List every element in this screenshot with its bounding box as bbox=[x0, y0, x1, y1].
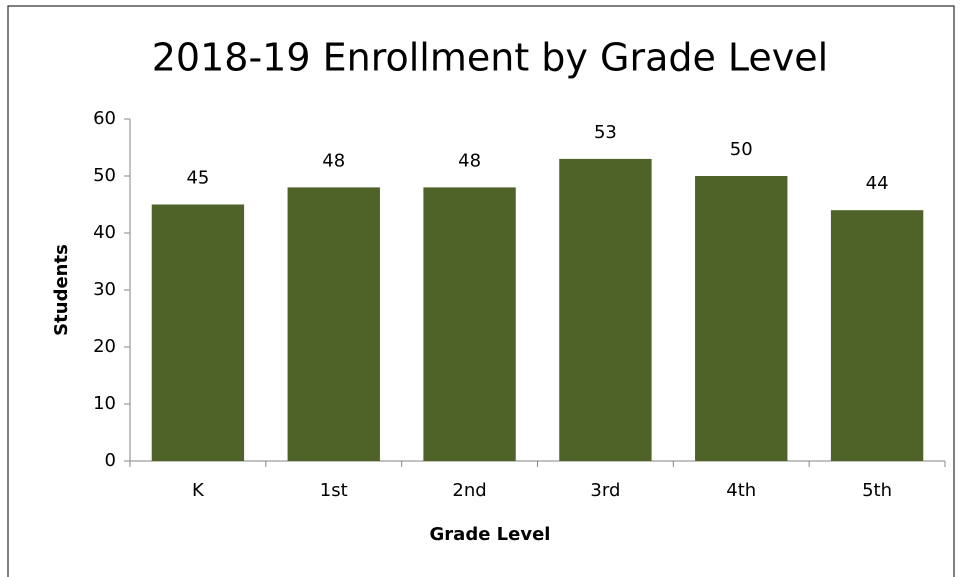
chart-title: 2018-19 Enrollment by Grade Level bbox=[152, 36, 829, 80]
y-tick-label: 50 bbox=[93, 165, 116, 186]
data-label: 53 bbox=[594, 122, 617, 143]
data-label: 44 bbox=[866, 173, 889, 194]
x-axis-label: Grade Level bbox=[430, 524, 551, 545]
data-label: 50 bbox=[730, 139, 753, 160]
chart-border bbox=[7, 5, 955, 577]
x-tick-label: 2nd bbox=[452, 480, 486, 501]
bar bbox=[423, 187, 516, 461]
x-tick-label: 1st bbox=[320, 480, 348, 501]
bar bbox=[695, 176, 788, 461]
x-tick-label: 4th bbox=[726, 480, 756, 501]
bar bbox=[559, 158, 652, 461]
bar bbox=[830, 210, 924, 461]
x-tick-label: 5th bbox=[862, 480, 892, 501]
data-label: 48 bbox=[322, 150, 345, 171]
x-tick-label: K bbox=[192, 480, 205, 501]
data-label: 48 bbox=[458, 150, 481, 171]
x-tick-label: 3rd bbox=[590, 480, 620, 501]
bar bbox=[287, 187, 380, 461]
bar bbox=[151, 204, 245, 461]
y-tick-label: 20 bbox=[93, 336, 116, 357]
y-tick-label: 0 bbox=[105, 450, 116, 471]
y-tick-label: 60 bbox=[93, 108, 116, 129]
data-label: 45 bbox=[186, 168, 209, 189]
y-axis-label: Students bbox=[51, 244, 72, 336]
y-tick-label: 10 bbox=[93, 393, 116, 414]
y-tick-label: 40 bbox=[93, 222, 116, 243]
y-tick-label: 30 bbox=[93, 279, 116, 300]
